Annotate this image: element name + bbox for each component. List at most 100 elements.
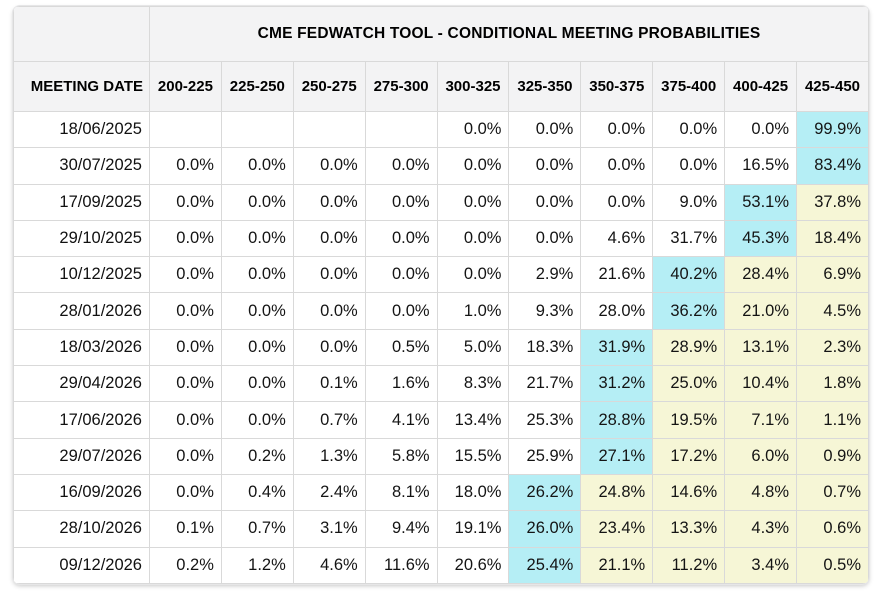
probability-cell: 0.0% bbox=[580, 183, 654, 221]
probability-cell: 9.4% bbox=[364, 510, 438, 548]
rate-column-header: 250-275 bbox=[292, 61, 366, 112]
table-row: 17/09/2025 0.0% 0.0% 0.0% 0.0% 0.0% 0.0% 0.0% 9.… bbox=[13, 183, 869, 221]
probability-cell: 13.1% bbox=[724, 328, 798, 367]
probability-cell: 19.5% bbox=[652, 401, 726, 439]
meeting-date-cell: 28/10/2026 bbox=[13, 510, 150, 548]
probability-cell: 31.9% bbox=[580, 328, 654, 367]
probability-cell: 21.6% bbox=[580, 256, 654, 294]
probability-cell: 0.5% bbox=[796, 546, 869, 584]
probability-cell: 0.0% bbox=[364, 147, 438, 185]
probability-cell: 0.0% bbox=[508, 110, 582, 149]
probability-cell: 25.9% bbox=[508, 437, 582, 475]
probability-cell: 13.3% bbox=[652, 510, 726, 548]
conditional-meeting-probabilities-table: CME FEDWATCH TOOL - CONDITIONAL MEETING … bbox=[13, 6, 869, 584]
probability-cell: 0.0% bbox=[149, 365, 222, 403]
probability-cell: 83.4% bbox=[796, 147, 869, 185]
rate-column-header: 275-300 bbox=[364, 61, 438, 112]
probability-cell: 0.0% bbox=[436, 110, 510, 149]
probability-cell: 0.0% bbox=[292, 256, 366, 294]
probability-cell: 0.0% bbox=[149, 401, 222, 439]
probability-cell: 0.0% bbox=[292, 147, 366, 185]
probability-cell: 24.8% bbox=[580, 473, 654, 512]
probability-cell: 0.0% bbox=[149, 437, 222, 475]
probability-cell: 31.2% bbox=[580, 365, 654, 403]
probability-cell: 0.0% bbox=[149, 292, 222, 330]
probability-cell: 0.0% bbox=[508, 219, 582, 258]
probability-cell: 0.0% bbox=[436, 147, 510, 185]
rate-column-header: 200-225 bbox=[149, 61, 222, 112]
probability-cell: 1.3% bbox=[292, 437, 366, 475]
probability-cell: 9.0% bbox=[652, 183, 726, 221]
probability-cell: 0.0% bbox=[220, 292, 294, 330]
probability-cell: 45.3% bbox=[724, 219, 798, 258]
probability-cell: 15.5% bbox=[436, 437, 510, 475]
probability-cell: 28.0% bbox=[580, 292, 654, 330]
table-row: 30/07/2025 0.0% 0.0% 0.0% 0.0% 0.0% 0.0% 0.0% 0.… bbox=[13, 147, 869, 185]
rate-column-header: 350-375 bbox=[580, 61, 654, 112]
probability-cell: 0.0% bbox=[364, 183, 438, 221]
meeting-date-cell: 29/10/2025 bbox=[13, 219, 150, 258]
probability-cell: 1.0% bbox=[436, 292, 510, 330]
probability-cell: 0.0% bbox=[220, 365, 294, 403]
meeting-date-header: MEETING DATE bbox=[13, 61, 150, 112]
probability-cell: 0.0% bbox=[292, 183, 366, 221]
probability-cell: 0.9% bbox=[796, 437, 869, 475]
probability-cell: 0.7% bbox=[220, 510, 294, 548]
probability-cell: 25.3% bbox=[508, 401, 582, 439]
table-row: 18/03/2026 0.0% 0.0% 0.0% 0.5% 5.0% 18.3% 31.9%… bbox=[13, 328, 869, 367]
table-row: 16/09/2026 0.0% 0.4% 2.4% 8.1% 18.0% 26.2% 24.8… bbox=[13, 473, 869, 512]
corner-cell bbox=[13, 6, 150, 62]
probability-cell: 6.0% bbox=[724, 437, 798, 475]
probability-cell: 11.2% bbox=[652, 546, 726, 584]
meeting-date-cell: 30/07/2025 bbox=[13, 147, 150, 185]
probability-cell: 0.6% bbox=[796, 510, 869, 548]
probability-cell: 26.0% bbox=[508, 510, 582, 548]
meeting-date-cell: 18/06/2025 bbox=[13, 110, 150, 149]
probability-cell: 11.6% bbox=[364, 546, 438, 584]
table-body: 18/06/2025 0.0% 0.0% 0.0% 0.0% 0.0% 99.9% 30/07… bbox=[13, 110, 869, 584]
probability-cell: 37.8% bbox=[796, 183, 869, 221]
probability-cell: 9.3% bbox=[508, 292, 582, 330]
table-row: 17/06/2026 0.0% 0.0% 0.7% 4.1% 13.4% 25.3% 28.8… bbox=[13, 401, 869, 439]
probability-cell: 2.4% bbox=[292, 473, 366, 512]
probability-cell: 26.2% bbox=[508, 473, 582, 512]
probability-cell: 28.8% bbox=[580, 401, 654, 439]
probability-cell: 0.1% bbox=[292, 365, 366, 403]
meeting-date-cell: 29/04/2026 bbox=[13, 365, 150, 403]
probability-cell: 0.7% bbox=[796, 473, 869, 512]
table-row: 18/06/2025 0.0% 0.0% 0.0% 0.0% 0.0% 99.9% bbox=[13, 110, 869, 149]
probability-cell: 0.0% bbox=[436, 256, 510, 294]
probability-cell: 0.0% bbox=[580, 110, 654, 149]
probability-cell: 0.0% bbox=[436, 219, 510, 258]
table-title: CME FEDWATCH TOOL - CONDITIONAL MEETING … bbox=[149, 6, 869, 62]
probability-cell: 2.3% bbox=[796, 328, 869, 367]
probability-cell: 25.4% bbox=[508, 546, 582, 584]
probability-cell: 0.4% bbox=[220, 473, 294, 512]
probability-cell: 31.7% bbox=[652, 219, 726, 258]
probability-cell: 6.9% bbox=[796, 256, 869, 294]
probability-cell: 0.0% bbox=[364, 219, 438, 258]
meeting-date-cell: 16/09/2026 bbox=[13, 473, 150, 512]
table-row: 29/10/2025 0.0% 0.0% 0.0% 0.0% 0.0% 0.0% 4.6% 31… bbox=[13, 219, 869, 258]
rate-column-header: 300-325 bbox=[436, 61, 510, 112]
probability-cell: 13.4% bbox=[436, 401, 510, 439]
probability-cell: 0.0% bbox=[149, 473, 222, 512]
table-row: 10/12/2025 0.0% 0.0% 0.0% 0.0% 0.0% 2.9% 21.6% 4… bbox=[13, 256, 869, 294]
probability-cell: 0.0% bbox=[508, 147, 582, 185]
probability-cell: 19.1% bbox=[436, 510, 510, 548]
meeting-date-cell: 17/09/2025 bbox=[13, 183, 150, 221]
probability-cell bbox=[364, 110, 438, 149]
probability-cell: 36.2% bbox=[652, 292, 726, 330]
probability-cell: 0.0% bbox=[149, 183, 222, 221]
probability-cell: 4.1% bbox=[364, 401, 438, 439]
fedwatch-table-card: CME FEDWATCH TOOL - CONDITIONAL MEETING … bbox=[13, 6, 869, 584]
probability-cell: 5.8% bbox=[364, 437, 438, 475]
probability-cell: 0.0% bbox=[149, 219, 222, 258]
meeting-date-cell: 17/06/2026 bbox=[13, 401, 150, 439]
title-row: CME FEDWATCH TOOL - CONDITIONAL MEETING … bbox=[13, 6, 869, 62]
probability-cell: 0.0% bbox=[436, 183, 510, 221]
probability-cell bbox=[220, 110, 294, 149]
probability-cell: 5.0% bbox=[436, 328, 510, 367]
probability-cell: 8.3% bbox=[436, 365, 510, 403]
probability-cell: 27.1% bbox=[580, 437, 654, 475]
